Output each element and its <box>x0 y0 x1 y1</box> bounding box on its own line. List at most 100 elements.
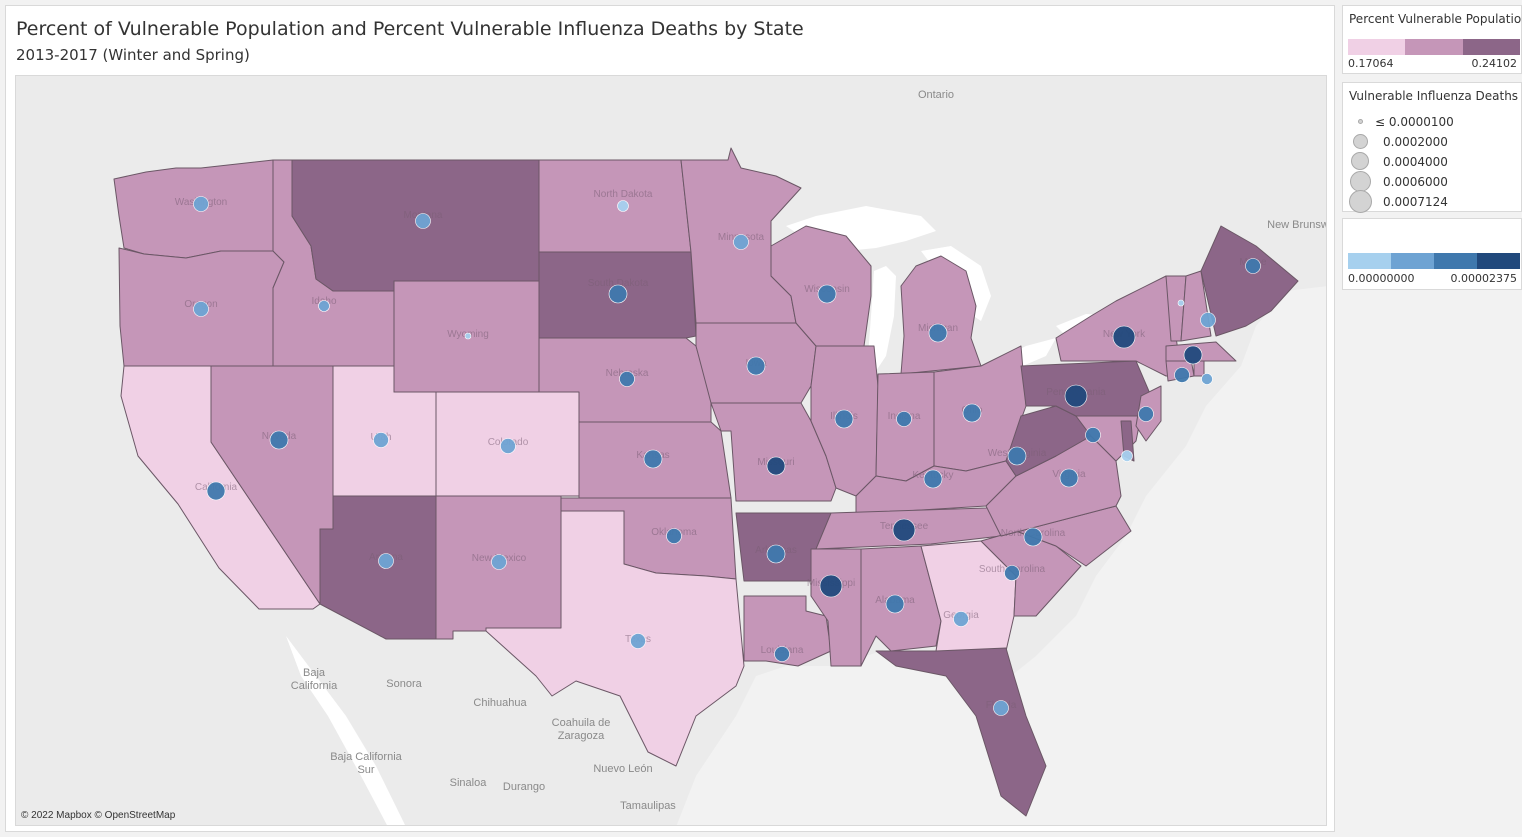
deaths-circle-new-hampshire[interactable] <box>1200 312 1216 328</box>
legend-size-title: Vulnerable Influenza Deaths <box>1349 89 1519 103</box>
size-legend-item: 0.0007124 <box>1349 190 1521 213</box>
deaths-circle-maryland[interactable] <box>1085 427 1101 443</box>
deaths-circle-nebraska[interactable] <box>619 371 635 387</box>
deaths-circle-west-virginia[interactable] <box>1007 446 1027 466</box>
deaths-circle-indiana[interactable] <box>896 411 912 427</box>
deaths-circle-maine[interactable] <box>1245 258 1261 274</box>
deaths-circle-north-dakota[interactable] <box>617 200 629 212</box>
deaths-circle-pennsylvania[interactable] <box>1064 384 1088 408</box>
page-title: Percent of Vulnerable Population and Per… <box>16 18 804 40</box>
deaths-circle-new-york[interactable] <box>1112 325 1136 349</box>
deaths-circle-tennessee[interactable] <box>892 518 916 542</box>
ramp-swatch-2 <box>1391 253 1434 269</box>
size-legend-item: 0.0006000 <box>1350 171 1521 192</box>
deaths-circle-arkansas[interactable] <box>766 544 786 564</box>
deaths-circle-ohio[interactable] <box>962 403 982 423</box>
map-view[interactable]: WashingtonOregonMontanaIdahoNorth Dakota… <box>15 75 1327 826</box>
deaths-circle-arizona[interactable] <box>378 553 394 569</box>
deaths-circle-minnesota[interactable] <box>733 234 749 250</box>
deaths-circle-massachusetts[interactable] <box>1183 345 1203 365</box>
place-label: Ontario <box>918 89 954 101</box>
deaths-circle-mississippi[interactable] <box>819 574 843 598</box>
deaths-circle-kansas[interactable] <box>643 449 663 469</box>
deaths-circle-kentucky[interactable] <box>923 469 943 489</box>
place-label: Tamaulipas <box>620 800 676 812</box>
state-missouri[interactable] <box>710 402 837 502</box>
choropleth-map[interactable]: WashingtonOregonMontanaIdahoNorth Dakota… <box>16 76 1327 826</box>
size-circle-icon <box>1353 134 1368 149</box>
deaths-circle-alabama[interactable] <box>885 594 905 614</box>
size-legend-label: 0.0006000 <box>1383 175 1448 189</box>
deaths-circle-oregon[interactable] <box>193 301 209 317</box>
map-attribution[interactable]: © 2022 Mapbox © OpenStreetMap <box>21 810 176 821</box>
population-color-ramp <box>1348 39 1520 55</box>
size-legend-label: ≤ 0.0000100 <box>1375 115 1454 129</box>
ramp-swatch-4 <box>1477 253 1520 269</box>
deaths-circle-colorado[interactable] <box>500 438 516 454</box>
legend-deaths-size[interactable]: Vulnerable Influenza Deaths ≤ 0.0000100 … <box>1342 82 1522 213</box>
deaths-circle-wyoming[interactable] <box>464 332 472 340</box>
deaths-circle-oklahoma[interactable] <box>666 528 682 544</box>
state-washington[interactable] <box>113 159 274 259</box>
size-legend-item: 0.0002000 <box>1351 132 1521 152</box>
deaths-circle-new-jersey[interactable] <box>1138 406 1154 422</box>
ramp-swatch-mid <box>1405 39 1463 55</box>
deaths-circle-vermont[interactable] <box>1177 299 1185 307</box>
state-florida[interactable] <box>875 647 1047 817</box>
state-label: South Dakota <box>588 278 649 289</box>
deaths-circle-michigan[interactable] <box>928 323 948 343</box>
state-texas[interactable] <box>485 510 745 767</box>
size-legend-label: 0.0002000 <box>1383 135 1448 149</box>
deaths-circle-south-carolina[interactable] <box>1004 565 1020 581</box>
deaths-circle-virginia[interactable] <box>1059 468 1079 488</box>
place-label: Durango <box>503 781 545 793</box>
deaths-circle-rhode-island[interactable] <box>1201 373 1213 385</box>
place-label: Coahuila de Zaragoza <box>552 717 611 742</box>
deaths-circle-nevada[interactable] <box>269 430 289 450</box>
size-circle-icon <box>1350 171 1371 192</box>
deaths-circle-georgia[interactable] <box>953 611 969 627</box>
deaths-circle-california[interactable] <box>206 481 226 501</box>
ramp-swatch-3 <box>1434 253 1477 269</box>
state-montana[interactable] <box>291 159 540 292</box>
place-label: Baja California Sur <box>330 751 402 776</box>
deaths-circle-connecticut[interactable] <box>1174 367 1190 383</box>
deaths-circle-idaho[interactable] <box>318 300 330 312</box>
deaths-circle-new-mexico[interactable] <box>491 554 507 570</box>
size-legend-item: 0.0004000 <box>1351 152 1521 172</box>
size-circle-icon <box>1349 190 1372 213</box>
deaths-circle-iowa[interactable] <box>746 356 766 376</box>
legend-deaths-min: 0.00000000 <box>1348 272 1415 285</box>
deaths-circle-washington[interactable] <box>193 196 209 212</box>
state-north-dakota[interactable] <box>538 159 692 253</box>
state-maine[interactable] <box>1200 225 1299 337</box>
deaths-circle-louisiana[interactable] <box>774 646 790 662</box>
deaths-circle-south-dakota[interactable] <box>608 284 628 304</box>
size-circle-icon <box>1358 119 1363 124</box>
legend-population-min: 0.17064 <box>1348 57 1394 70</box>
size-circle-icon <box>1351 152 1369 170</box>
deaths-circle-utah[interactable] <box>373 432 389 448</box>
legend-population-max: 0.24102 <box>1471 57 1518 70</box>
deaths-circle-montana[interactable] <box>415 213 431 229</box>
deaths-circle-wisconsin[interactable] <box>817 284 837 304</box>
size-legend-item: ≤ 0.0000100 <box>1351 112 1521 132</box>
legend-population-title: Percent Vulnerable Population <box>1349 12 1522 26</box>
deaths-circle-delaware[interactable] <box>1121 450 1133 462</box>
deaths-circle-illinois[interactable] <box>834 409 854 429</box>
state-michigan[interactable] <box>900 255 982 375</box>
legend-population[interactable]: Percent Vulnerable Population 0.17064 0.… <box>1342 5 1522 74</box>
deaths-color-ramp <box>1348 253 1520 269</box>
state-label: North Dakota <box>594 189 653 200</box>
deaths-circle-texas[interactable] <box>630 633 646 649</box>
place-label: Sinaloa <box>450 777 488 789</box>
legend-deaths-max: 0.00002375 <box>1450 272 1517 285</box>
deaths-circle-florida[interactable] <box>993 700 1009 716</box>
place-label: New Brunsw <box>1267 219 1327 231</box>
deaths-circle-missouri[interactable] <box>766 456 786 476</box>
page-subtitle: 2013-2017 (Winter and Spring) <box>16 46 250 64</box>
deaths-circle-north-carolina[interactable] <box>1023 527 1043 547</box>
legend-deaths-color[interactable]: 0.00000000 0.00002375 <box>1342 218 1522 290</box>
gulf-of-california <box>286 636 406 825</box>
size-legend-label: 0.0007124 <box>1383 195 1448 209</box>
